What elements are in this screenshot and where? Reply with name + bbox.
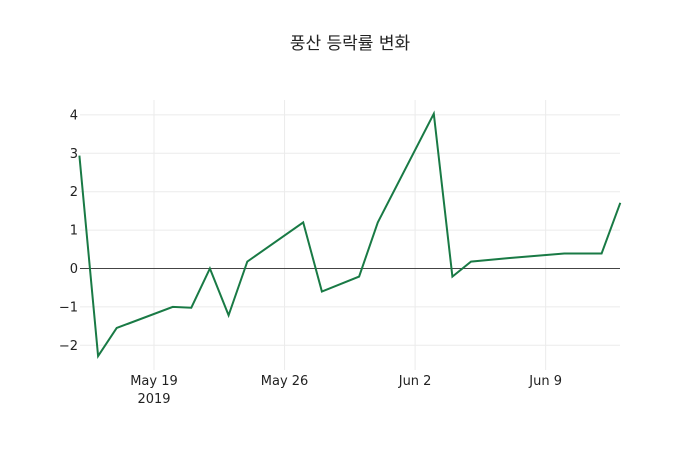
chart-title: 풍산 등락률 변화 xyxy=(290,34,411,54)
x-tick-label: May 19 xyxy=(130,374,178,389)
y-tick-label: 3 xyxy=(70,147,78,162)
axes: 4 3 2 1 0 −1 −2 May 19 2019 May 26 Jun 2 Jun 9 xyxy=(59,108,620,407)
x-tick-label: Jun 9 xyxy=(528,374,562,389)
y-tick-label: −2 xyxy=(59,339,78,354)
x-tick-label: May 26 xyxy=(261,374,309,389)
y-tick-label: −1 xyxy=(59,300,78,315)
x-tick-label: Jun 2 xyxy=(398,374,432,389)
plot-area[interactable] xyxy=(78,110,622,360)
gridlines xyxy=(80,100,620,370)
y-tick-label: 4 xyxy=(70,108,78,123)
x-tick-year-label: 2019 xyxy=(137,392,170,407)
y-tick-label: 2 xyxy=(70,185,78,200)
y-tick-label: 1 xyxy=(70,224,78,239)
series-line[interactable] xyxy=(78,110,622,360)
y-tick-label: 0 xyxy=(70,262,78,277)
